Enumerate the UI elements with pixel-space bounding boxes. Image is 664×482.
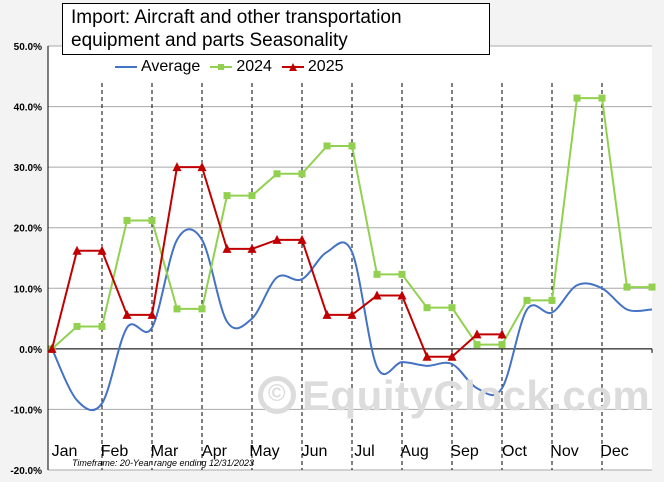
- x-tick-label: Oct: [502, 443, 527, 460]
- series-2025-point: [347, 309, 357, 319]
- series-2024-point: [198, 305, 206, 313]
- series-2024-point: [273, 170, 281, 178]
- series-2025-point: [97, 245, 107, 255]
- legend-label-average: Average: [141, 58, 201, 75]
- y-tick-label: 40.0%: [14, 103, 42, 114]
- series: [47, 94, 656, 412]
- x-tick-label: Aug: [400, 443, 428, 460]
- chart-title: Import: Aircraft and other transportatio…: [62, 3, 490, 55]
- series-2024-point: [348, 142, 356, 150]
- x-tick-label: Mar: [151, 443, 179, 460]
- series-2025-point: [497, 329, 507, 339]
- series-average-line: [51, 228, 653, 412]
- y-tick-label: 0.0%: [19, 345, 42, 356]
- legend-item-2024: 2024: [210, 58, 272, 76]
- x-tick-label: Jan: [52, 443, 78, 460]
- watermark-text: EquityClock.com: [302, 372, 651, 419]
- x-tick-label: Jun: [302, 443, 328, 460]
- y-tick-label: 10.0%: [14, 284, 42, 295]
- series-2024-point: [223, 192, 231, 200]
- series-2025-point: [397, 290, 407, 300]
- series-2024-point: [523, 296, 531, 304]
- series-2024-point: [323, 142, 331, 150]
- series-2025-point: [322, 309, 332, 319]
- series-2024-point: [73, 322, 81, 330]
- series-2024-point: [448, 304, 456, 312]
- series-2025-point: [447, 351, 457, 361]
- series-2025-point: [222, 243, 232, 253]
- watermark: © EquityClock.com: [258, 372, 650, 420]
- series-2025-point: [272, 234, 282, 244]
- series-2025-point: [197, 162, 207, 172]
- series-2024-point: [248, 192, 256, 200]
- legend: Average 2024 2025: [115, 58, 344, 76]
- series-2024-point: [598, 94, 606, 102]
- x-tick-label: Feb: [101, 443, 129, 460]
- series-2025-point: [72, 245, 82, 255]
- series-2024-point: [623, 283, 631, 291]
- tick-labels: -20.0% -10.0% 0.0% 10.0% 20.0% 30.0% 40.0% 50.0…: [10, 42, 628, 477]
- series-2025-point: [247, 243, 257, 253]
- series-2025-point: [372, 290, 382, 300]
- axes: [47, 46, 653, 470]
- y-tick-label: 50.0%: [14, 42, 42, 53]
- series-2024-point: [423, 304, 431, 312]
- y-tick-label: -10.0%: [10, 405, 42, 416]
- series-2024-point: [398, 270, 406, 278]
- copyright-icon: ©: [258, 375, 296, 414]
- x-tick-label: Apr: [202, 443, 228, 460]
- series-2024-point: [498, 341, 506, 349]
- x-tick-label: May: [249, 443, 279, 460]
- y-tick-label: 30.0%: [14, 163, 42, 174]
- series-2024-point: [573, 94, 581, 102]
- legend-item-average: Average: [115, 58, 200, 76]
- series-2025-point: [47, 343, 57, 353]
- series-2025-point: [297, 234, 307, 244]
- series-2024-point: [98, 322, 106, 330]
- x-tick-label: Nov: [550, 443, 578, 460]
- legend-label-2024: 2024: [236, 58, 272, 75]
- series-2024-point: [148, 216, 156, 224]
- timeframe-footnote: Timeframe: 20-Year range ending 12/31/20…: [72, 458, 255, 468]
- series-2025-point: [422, 351, 432, 361]
- series-2024-point: [648, 283, 656, 291]
- series-2025-point: [147, 309, 157, 319]
- legend-label-2025: 2025: [307, 58, 344, 75]
- x-tick-label: Jul: [354, 443, 374, 460]
- series-2024-point: [298, 170, 306, 178]
- series-2025-point: [472, 329, 482, 339]
- x-tick-label: Dec: [600, 443, 628, 460]
- legend-item-2025: 2025: [281, 58, 344, 76]
- chart-title-line2: equipment and parts Seasonality: [71, 30, 348, 51]
- series-2025-point: [172, 162, 182, 172]
- x-tick-label: Sep: [450, 443, 479, 460]
- series-2025-point: [122, 309, 132, 319]
- chart-title-line1: Import: Aircraft and other transportatio…: [71, 7, 402, 28]
- series-2024-point: [548, 296, 556, 304]
- y-tick-label: 20.0%: [14, 224, 42, 235]
- series-2024-point: [473, 341, 481, 349]
- y-tick-label: -20.0%: [10, 466, 42, 477]
- series-2024-point: [123, 216, 131, 224]
- series-2024-point: [373, 270, 381, 278]
- plot-background: [48, 46, 652, 470]
- series-2024-point: [173, 305, 181, 313]
